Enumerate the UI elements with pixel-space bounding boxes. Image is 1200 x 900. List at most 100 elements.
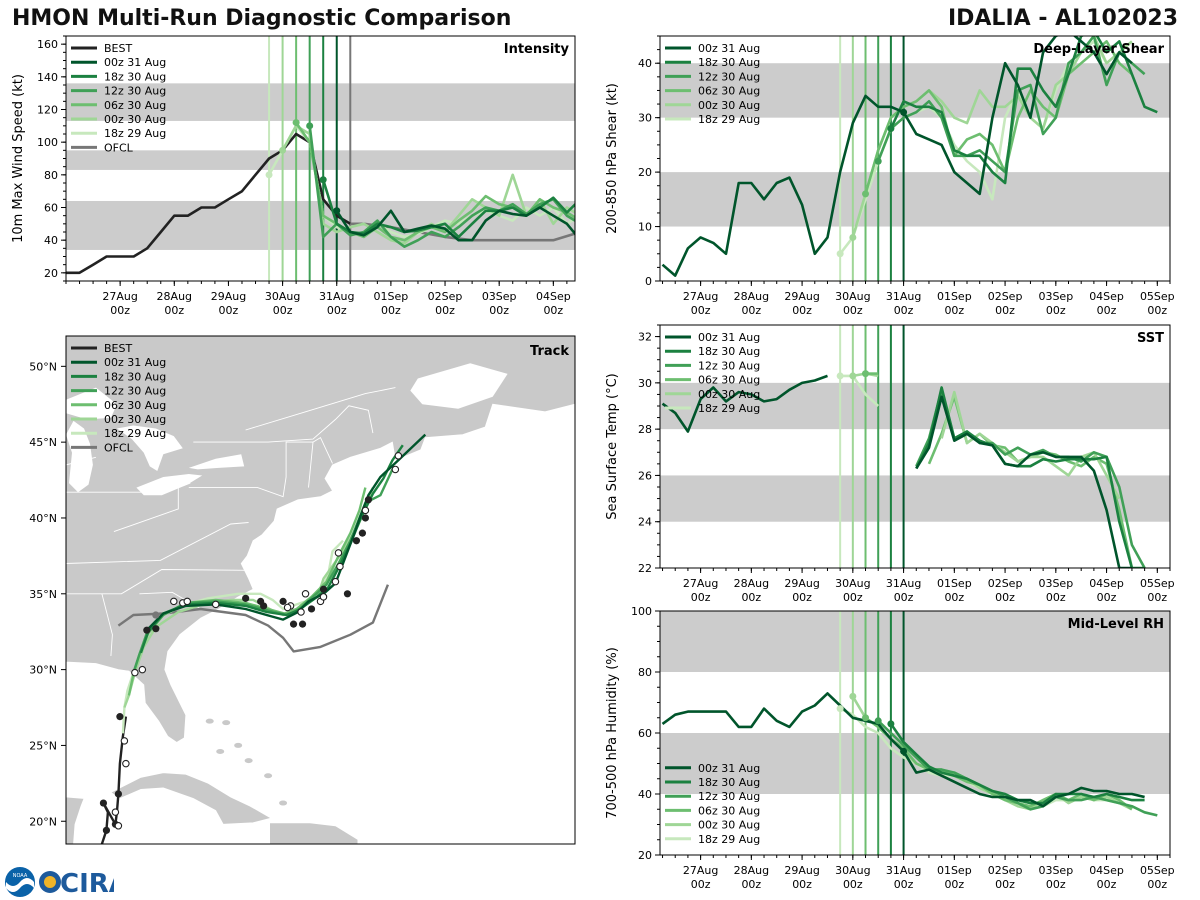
sst-xtick-hour: 00z (894, 591, 914, 604)
sst-xtick-hour: 00z (741, 591, 761, 604)
shear-xtick-hour: 00z (741, 304, 761, 317)
sst-xtick-date: 04Sep (1089, 577, 1124, 590)
sst-xtick-hour: 00z (691, 591, 711, 604)
forecast-track-point (319, 593, 328, 601)
rh-init-point (887, 720, 895, 728)
best-track-point (319, 585, 328, 593)
best-track-point (143, 626, 151, 634)
sst-plot-area (660, 325, 1170, 568)
track-legend-label: 00z 30 Aug (104, 413, 166, 426)
intensity-panel: 2040608010012014016027Aug00z28Aug00z29Au… (11, 35, 576, 317)
rh-xtick-hour: 00z (843, 878, 863, 891)
sst-band (660, 382, 1170, 430)
track-legend-label: 18z 30 Aug (104, 370, 166, 383)
cira-logo: NOAA CIRA (4, 866, 114, 898)
shear-init-point (887, 125, 895, 133)
rh-xtick-date: 29Aug (784, 864, 819, 877)
intensity-series-line (335, 206, 575, 242)
state-boundary (308, 436, 333, 488)
rh-xtick-hour: 00z (1046, 878, 1066, 891)
intensity-ytick-label: 140 (37, 71, 58, 84)
intensity-ytick-label: 20 (44, 267, 58, 280)
rh-plot-area (660, 611, 1170, 855)
intensity-ytick-label: 160 (37, 38, 58, 51)
rh-xtick-hour: 00z (1147, 878, 1167, 891)
sst-xtick-date: 30Aug (835, 577, 870, 590)
intensity-xtick-hour: 00z (543, 304, 563, 317)
intensity-plot-area (66, 36, 575, 281)
shear-ytick-label: 0 (645, 275, 652, 288)
sst-ytick-label: 30 (638, 377, 652, 390)
best-track-point (102, 826, 111, 834)
track-legend-label: BEST (104, 342, 132, 355)
sst-xtick-hour: 00z (995, 591, 1015, 604)
intensity-band (66, 150, 575, 170)
intensity-xtick-hour: 00z (489, 304, 509, 317)
rh-legend-label: 18z 30 Aug (698, 776, 760, 789)
sst-title: SST (1137, 331, 1164, 346)
sst-xtick-hour: 00z (1046, 591, 1066, 604)
intensity-init-point (292, 119, 300, 127)
state-boundary (66, 569, 248, 595)
sst-xtick-date: 02Sep (988, 577, 1023, 590)
state-boundary (66, 522, 249, 564)
forecast-track-point (111, 808, 120, 816)
intensity-xtick-hour: 00z (273, 304, 293, 317)
best-track-point (152, 625, 160, 633)
intensity-xtick-hour: 00z (327, 304, 347, 317)
bahamas-island (244, 758, 253, 764)
best-track-point (352, 537, 361, 545)
best-track-point (361, 514, 370, 522)
cuba-landmass (110, 772, 273, 825)
sst-init-point (862, 370, 870, 378)
sst-xtick-date: 27Aug (683, 577, 718, 590)
intensity-xtick-date: 29Aug (211, 290, 246, 303)
lake-michigan (66, 420, 93, 493)
shear-ytick-label: 40 (638, 57, 652, 70)
intensity-legend-label: OFCL (104, 141, 134, 154)
shear-legend-label: 06z 30 Aug (698, 85, 760, 98)
ofcl-track-point (152, 611, 160, 619)
rh-xtick-date: 05Sep (1140, 864, 1175, 877)
forecast-track-point (283, 603, 292, 612)
rh-legend-label: 00z 30 Aug (698, 819, 760, 832)
sst-ytick-label: 28 (638, 423, 652, 436)
rh-xtick-date: 03Sep (1038, 864, 1073, 877)
sst-xtick-date: 29Aug (784, 577, 819, 590)
intensity-legend-label: 00z 31 Aug (104, 56, 166, 69)
best-track-point (116, 713, 124, 721)
shear-xtick-hour: 00z (1046, 304, 1066, 317)
state-boundary (66, 456, 97, 466)
rh-xtick-hour: 00z (894, 878, 914, 891)
best-track-point (343, 590, 352, 598)
forecast-track-point (122, 759, 130, 768)
best-track-point (114, 790, 122, 798)
shear-band (660, 172, 1170, 227)
forecast-track-point (336, 562, 344, 571)
intensity-legend-label: 06z 30 Aug (104, 99, 166, 112)
track-legend-label: 00z 31 Aug (104, 356, 166, 369)
page-title: HMON Multi-Run Diagnostic Comparison (12, 6, 512, 31)
intensity-ylabel: 10m Max Wind Speed (kt) (11, 74, 26, 243)
shear-xtick-date: 02Sep (988, 290, 1023, 303)
rh-ytick-label: 60 (638, 727, 652, 740)
intensity-xtick-hour: 00z (110, 304, 130, 317)
intensity-init-point (333, 207, 341, 215)
bahamas-island (216, 748, 225, 754)
track-ytick-label: 45°N (29, 436, 57, 449)
forecast-track-point (211, 600, 220, 609)
jamaica-landmass (210, 846, 242, 855)
intensity-xtick-date: 01Sep (374, 290, 409, 303)
state-boundary (193, 405, 374, 443)
best-track-point (358, 529, 367, 537)
intensity-legend-label: 00z 30 Aug (104, 113, 166, 126)
state-boundary (101, 593, 113, 657)
forecast-track-point (391, 465, 400, 474)
shear-xtick-hour: 00z (1147, 304, 1167, 317)
rh-init-point (849, 692, 857, 700)
intensity-xtick-date: 02Sep (428, 290, 463, 303)
sst-ylabel: Sea Surface Temp (°C) (605, 373, 620, 520)
